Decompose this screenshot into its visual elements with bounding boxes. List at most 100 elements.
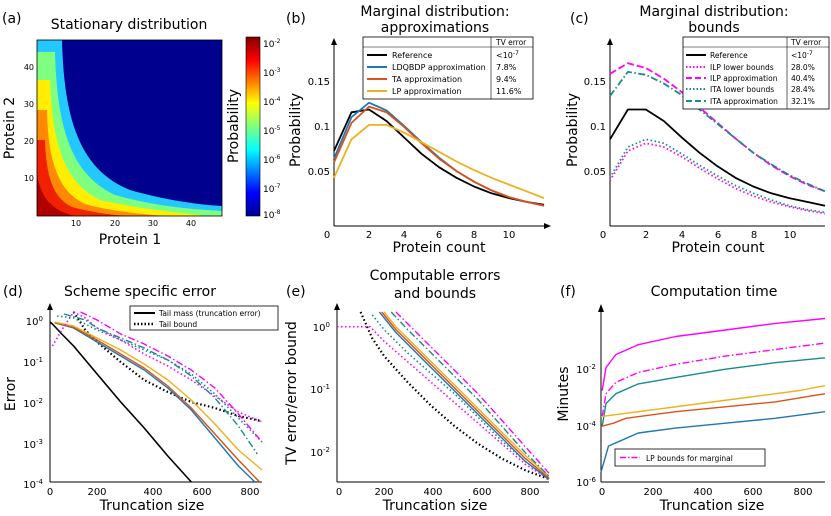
plot-area-d: [49, 311, 263, 483]
panel-c: (c) Marginal distribution: bounds 0 2 4 …: [565, 4, 830, 256]
panel-title-a: Stationary distribution: [51, 17, 208, 33]
xtick-f: 0: [599, 487, 605, 498]
yticks-d: 100 10-1 10-2 10-3 10-4: [23, 315, 43, 491]
legend-b-name: LP approximation: [392, 87, 462, 96]
xticks-c: 0 2 4 6 8 10: [600, 230, 797, 241]
xtick-d: 400: [143, 487, 162, 498]
legend-b-error: 11.6%: [496, 87, 522, 96]
xtick-e: 800: [520, 487, 539, 498]
ylabel-d: Error: [3, 377, 19, 411]
legend-b-error: 9.4%: [496, 75, 517, 84]
xtick-d: 600: [192, 487, 211, 498]
legend-b-name: Reference: [392, 51, 432, 60]
ylabel-f: Minutes: [556, 366, 572, 421]
xlabel-d: Truncation size: [99, 498, 205, 514]
legend-f: LP bounds for marginal: [614, 448, 766, 467]
heatmap-ytick: 30: [24, 100, 34, 109]
legend-c-error: 28.0%: [791, 63, 815, 72]
colorbar-tick: 10-8: [263, 209, 281, 221]
legend-b-divider: [363, 37, 533, 99]
axis-arrow-b-y: [331, 38, 337, 45]
series-line-e-ldqbdp: [378, 311, 550, 480]
series-line-e-ilp-bounds: [337, 325, 550, 480]
series-line-d-tail-mass-truncation-error: [49, 321, 192, 483]
xtick-e: 600: [472, 487, 491, 498]
series-line-b-ldqbdp-approximation: [333, 101, 545, 207]
xtick-d: 200: [87, 487, 106, 498]
axis-arrow-b-x: [544, 223, 551, 229]
panel-label-a: (a): [2, 11, 22, 27]
panel-label-c: (c): [570, 11, 589, 27]
heatmap-x-ticks: 10 20 30 40: [71, 219, 196, 228]
panel-e: (e) Computable errors and bounds 0 200 4…: [284, 268, 550, 514]
axis-arrow-e-y: [334, 303, 340, 310]
heatmap-xtick: 30: [148, 219, 158, 228]
ytick-c: 0.15: [584, 77, 606, 88]
ytick-d: 10-1: [23, 356, 43, 369]
series-line-e-ilp-approximation: [395, 311, 550, 474]
yticks-c: 0.05 0.1 0.15: [584, 77, 606, 178]
heatmap-xtick: 20: [110, 219, 120, 228]
ytick-d: 100: [26, 315, 43, 328]
colorbar-ticks: 10-2 10-3 10-4 10-5 10-6 10-7 10-8: [263, 38, 281, 221]
panel-title-e-line2: and bounds: [394, 286, 476, 302]
legend-c-header: TV error: [790, 38, 822, 47]
xtick-e: 0: [336, 487, 342, 498]
xticks-e: 0 200 400 600 800: [336, 487, 540, 498]
colorbar-tick: 10-3: [263, 67, 281, 79]
panel-d: (d) Scheme specific error 0 200 400 600 …: [3, 284, 279, 514]
heatmap-xtick: 10: [71, 219, 81, 228]
xtick-d: 0: [47, 487, 53, 498]
colorbar-tick: 10-2: [263, 38, 281, 50]
heatmap: [37, 40, 222, 216]
panel-label-b: (b): [286, 11, 306, 27]
colorbar-tick: 10-7: [263, 183, 281, 195]
xtick-f: 600: [743, 487, 762, 498]
xtick-f: 200: [643, 487, 662, 498]
xtick-e: 400: [423, 487, 442, 498]
heatmap-band-green: [37, 52, 222, 216]
xtick-c: 0: [600, 230, 606, 241]
series-line-d-ilp-approximation: [80, 311, 263, 443]
legend-f-box: [614, 448, 766, 467]
colorbar-label: Probability: [226, 89, 242, 163]
axis-arrow-f-y: [598, 304, 604, 312]
xlabel-e: Truncation size: [382, 498, 488, 514]
series-line-f-ilp-approximation: [601, 317, 826, 391]
series-line-f-ta: [600, 393, 826, 428]
legend-d-label: Tail mass (truncation error): [158, 309, 261, 318]
ytick-d: 10-3: [23, 438, 43, 451]
series-line-e-lp: [383, 311, 550, 477]
panel-title-b-line2: approximations: [381, 20, 489, 36]
xticks-f: 0 200 400 600 800: [599, 487, 813, 498]
series-line-d-lp: [54, 321, 263, 471]
ylabel-c: Probability: [565, 93, 581, 167]
panel-title-d: Scheme specific error: [64, 284, 216, 300]
legend-b-box: [362, 36, 534, 100]
heatmap-frame: [36, 39, 223, 217]
legend-b-error: <10-7: [496, 50, 519, 60]
ytick-b: 0.15: [308, 77, 330, 88]
legend-b-name: LDQBDP approximation: [392, 63, 486, 72]
panel-title-c-line1: Marginal distribution:: [639, 4, 788, 20]
heatmap-xtick: 40: [186, 219, 196, 228]
plot-area-f: [600, 317, 826, 473]
legend-c-name: ILP approximation: [710, 74, 778, 83]
legend-b: TV error Reference <10-7 LDQBDP approxim…: [362, 36, 534, 100]
series-line-f-ldqbdp: [600, 411, 826, 473]
colorbar: [245, 36, 261, 217]
legend-c-name: ITA lower bounds: [710, 85, 774, 94]
axis-arrow-d-y: [47, 303, 53, 310]
ytick-f: 10-2: [576, 363, 596, 376]
series-line-e-ta: [381, 311, 550, 479]
series-line-b-reference: [333, 108, 545, 206]
series-line-c-reference: [609, 108, 826, 207]
xtick-e: 200: [374, 487, 393, 498]
panel-label-f: (f): [560, 284, 576, 300]
heatmap-ylabel: Protein 2: [2, 97, 18, 159]
plot-area-e: [337, 311, 550, 481]
panel-f: (f) Computation time 0 200 400 600 800 1…: [556, 284, 826, 514]
plot-area-b: [333, 101, 545, 207]
ytick-b: 0.1: [314, 122, 330, 133]
